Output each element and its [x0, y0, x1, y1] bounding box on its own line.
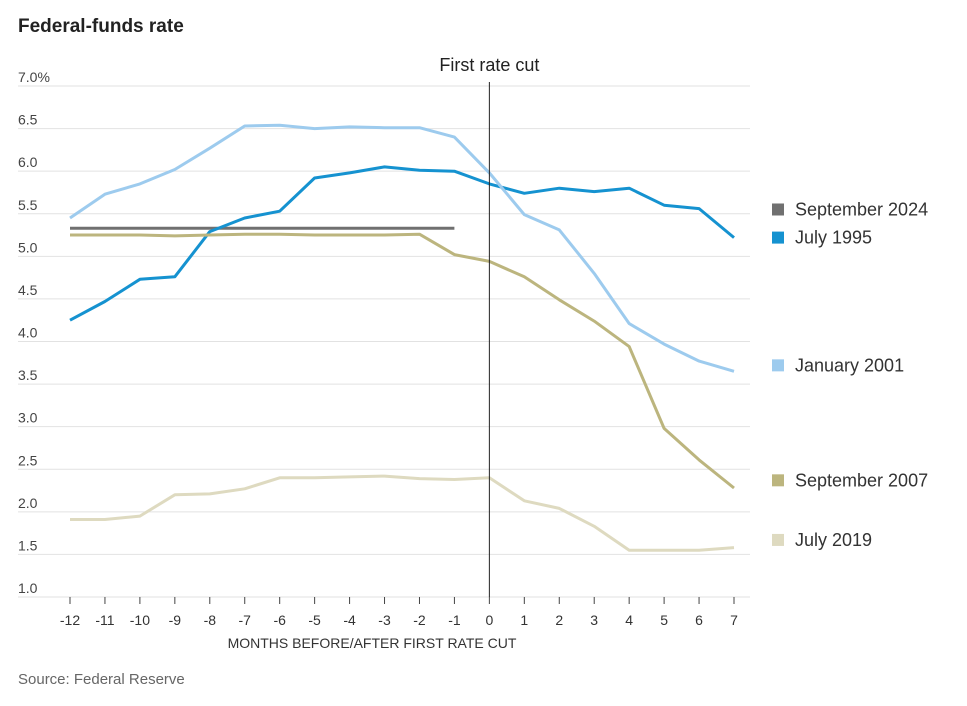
chart-title: Federal-funds rate [18, 16, 184, 37]
y-tick-label: 4.0 [18, 325, 38, 341]
y-tick-label: 6.5 [18, 112, 38, 128]
series-line-january-2001 [69, 123, 735, 373]
x-tick-label: -12 [60, 612, 80, 628]
x-tick-label: -9 [169, 612, 182, 628]
legend-swatch [772, 533, 784, 546]
x-tick-label: 3 [590, 612, 598, 628]
x-tick-label: -5 [308, 612, 321, 628]
legend-swatch [772, 231, 784, 244]
x-tick-label: -7 [239, 612, 252, 628]
x-tick-label: 4 [625, 612, 633, 628]
first-rate-cut-annotation: First rate cut [439, 55, 539, 597]
series-line-july-1995 [69, 165, 735, 322]
legend-label: July 2019 [795, 530, 872, 550]
legend-swatch [772, 359, 784, 372]
x-tick-label: -8 [204, 612, 217, 628]
y-tick-label: 4.5 [18, 282, 38, 298]
source-note: Source: Federal Reserve [18, 671, 185, 688]
legend-label: January 2001 [795, 355, 904, 375]
legend-swatch [772, 203, 784, 216]
y-tick-label: 3.5 [18, 367, 38, 383]
legend-label: September 2024 [795, 199, 928, 219]
x-tick-label: -3 [378, 612, 391, 628]
y-tick-label: 1.5 [18, 537, 38, 553]
x-axis: -12 -11 -10 -9 -8 -7 -6 -5 -4 -3 -2 -1 0 1 2 3 4 5 6 7 [60, 597, 738, 628]
legend: September 2024 July 1995 January 2001 Septe… [772, 199, 928, 550]
x-tick-label: 1 [520, 612, 528, 628]
legend-label: September 2007 [795, 470, 928, 490]
x-tick-label: -10 [130, 612, 150, 628]
y-axis-tick-labels: 1.0 1.5 2.0 2.5 3.0 3.5 4.0 4.5 5.0 5.5 6.0 6.5 7.0% [18, 69, 50, 596]
x-tick-label: -2 [413, 612, 426, 628]
x-tick-label: -4 [343, 612, 356, 628]
x-tick-label: -1 [448, 612, 461, 628]
x-tick-label: -11 [95, 612, 114, 628]
y-tick-label: 3.0 [18, 410, 38, 426]
y-tick-label: 2.0 [18, 495, 38, 511]
legend-swatch [772, 474, 784, 487]
series-lines [69, 123, 735, 552]
first-rate-cut-label: First rate cut [439, 55, 539, 75]
x-axis-label: MONTHS BEFORE/AFTER FIRST RATE CUT [228, 635, 517, 651]
series-line-july-2019 [70, 474, 735, 552]
x-tick-label: 6 [695, 612, 703, 628]
series-line-september-2007 [70, 232, 735, 490]
gridlines [18, 85, 750, 598]
y-tick-label: 5.5 [18, 197, 38, 213]
x-tick-label: -6 [273, 612, 286, 628]
y-tick-label: 6.0 [18, 154, 38, 170]
x-tick-label: 2 [555, 612, 563, 628]
x-tick-label: 5 [660, 612, 668, 628]
y-tick-label: 5.0 [18, 239, 38, 255]
y-tick-label: 1.0 [18, 580, 38, 596]
y-tick-label: 2.5 [18, 452, 38, 468]
legend-label: July 1995 [795, 228, 872, 248]
x-tick-label: 0 [485, 612, 493, 628]
x-tick-label: 7 [730, 612, 738, 628]
y-tick-label: 7.0% [18, 69, 50, 85]
